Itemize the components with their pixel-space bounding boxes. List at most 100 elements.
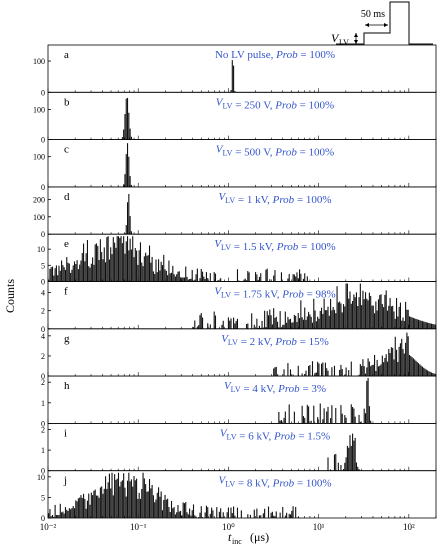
histogram-bar bbox=[337, 462, 339, 471]
y-tick-label: 100 bbox=[33, 105, 45, 114]
histogram-bar bbox=[283, 417, 285, 424]
histogram-bar bbox=[406, 309, 408, 329]
histogram-bar bbox=[141, 488, 143, 518]
histogram-bar bbox=[348, 370, 350, 377]
histogram-bar bbox=[256, 318, 258, 329]
histogram-bar bbox=[97, 495, 99, 518]
histogram-bar bbox=[429, 371, 431, 377]
histogram-bar bbox=[266, 268, 268, 282]
histogram-bar bbox=[234, 91, 236, 93]
histogram-bar bbox=[353, 440, 355, 471]
panel-b: 0 100 b VLV = 250 V, Prob = 100% bbox=[33, 91, 437, 145]
histogram-bar bbox=[364, 373, 367, 377]
histogram-bar bbox=[414, 359, 416, 377]
histogram-bar bbox=[124, 487, 126, 518]
histogram-bar bbox=[200, 313, 202, 329]
histogram-bar bbox=[260, 273, 262, 282]
histogram-bar bbox=[182, 502, 184, 518]
histogram-bar bbox=[353, 294, 355, 329]
histogram-bar bbox=[269, 279, 271, 282]
histogram-bar bbox=[416, 319, 418, 329]
histogram-bar bbox=[411, 357, 413, 377]
histogram-bar bbox=[133, 257, 135, 282]
histogram-bar bbox=[383, 307, 385, 329]
panel-frame bbox=[47, 470, 437, 519]
histogram-bar bbox=[132, 486, 134, 518]
histogram-bar bbox=[115, 247, 117, 282]
histogram-bar bbox=[136, 250, 138, 282]
histogram-bar bbox=[209, 273, 211, 282]
histogram-bar bbox=[308, 311, 310, 329]
histogram-bar bbox=[300, 273, 302, 282]
histogram-bar bbox=[342, 469, 345, 471]
histogram-bar bbox=[185, 502, 187, 518]
histogram-bar bbox=[207, 507, 209, 518]
histogram-bar bbox=[202, 317, 204, 329]
histogram-bar bbox=[363, 366, 365, 377]
histogram-bar bbox=[434, 373, 436, 377]
histogram-bar bbox=[291, 510, 293, 518]
histogram-bar bbox=[361, 365, 363, 377]
histogram-bar bbox=[293, 314, 295, 329]
histogram-bar bbox=[262, 327, 264, 329]
histogram-bar bbox=[170, 501, 173, 518]
histogram-bar bbox=[389, 353, 391, 377]
histogram-bar bbox=[376, 359, 378, 377]
histogram-bar bbox=[379, 295, 381, 329]
y-tick-label: 0 bbox=[41, 419, 45, 428]
histogram-bar bbox=[75, 263, 77, 282]
histogram-bar bbox=[368, 406, 370, 424]
histogram-bar bbox=[119, 237, 121, 282]
histogram-bar bbox=[114, 242, 116, 282]
histogram-bar bbox=[407, 336, 409, 377]
histogram-bar bbox=[358, 469, 360, 471]
histogram-bar bbox=[327, 457, 329, 471]
y-tick-label: 2 bbox=[41, 352, 45, 361]
histogram-bar bbox=[67, 510, 69, 518]
histogram-bar bbox=[247, 323, 249, 329]
histogram-bar bbox=[125, 154, 127, 187]
histogram-bar bbox=[280, 272, 282, 282]
histogram-bar bbox=[275, 366, 277, 377]
histogram-bar bbox=[130, 136, 132, 140]
histogram-bar bbox=[238, 280, 240, 282]
histogram-bar bbox=[429, 323, 431, 329]
histogram-bar bbox=[129, 176, 131, 187]
histogram-bar bbox=[68, 263, 70, 282]
histogram-bar bbox=[394, 336, 396, 377]
histogram-bar bbox=[146, 255, 148, 282]
histogram-bar bbox=[141, 262, 143, 282]
histogram-bar bbox=[58, 515, 60, 518]
histogram-bar bbox=[108, 473, 110, 518]
histogram-bar bbox=[255, 272, 257, 282]
histogram-bar bbox=[76, 501, 78, 518]
histogram-bar bbox=[230, 90, 232, 93]
histogram-bar bbox=[130, 184, 132, 187]
histogram-bar bbox=[355, 292, 358, 329]
histogram-bar bbox=[258, 276, 261, 282]
histogram-bar bbox=[359, 283, 361, 329]
histogram-bar bbox=[245, 324, 248, 329]
histogram-bar bbox=[128, 472, 130, 518]
histogram-bar bbox=[384, 357, 386, 377]
histogram-bar bbox=[192, 280, 195, 282]
histogram-bar bbox=[358, 414, 360, 424]
histogram-bar bbox=[218, 511, 220, 518]
histogram-bar bbox=[319, 310, 321, 329]
histogram-bar bbox=[79, 497, 81, 518]
histogram-bar bbox=[350, 445, 352, 471]
histogram-bar bbox=[111, 472, 113, 518]
histogram-bar bbox=[333, 309, 336, 329]
histogram-bar bbox=[167, 498, 169, 518]
histogram-bar bbox=[341, 312, 343, 329]
histogram-bar bbox=[396, 349, 398, 377]
histogram-bar bbox=[145, 484, 147, 518]
histogram-bar bbox=[383, 362, 385, 377]
x-axis-label: t inc (μs) bbox=[228, 530, 269, 546]
histogram-bar bbox=[420, 365, 422, 377]
histogram-bar bbox=[155, 499, 157, 518]
histogram-bar bbox=[123, 473, 125, 518]
histogram-bar bbox=[256, 508, 258, 518]
histogram-bar bbox=[158, 487, 160, 518]
